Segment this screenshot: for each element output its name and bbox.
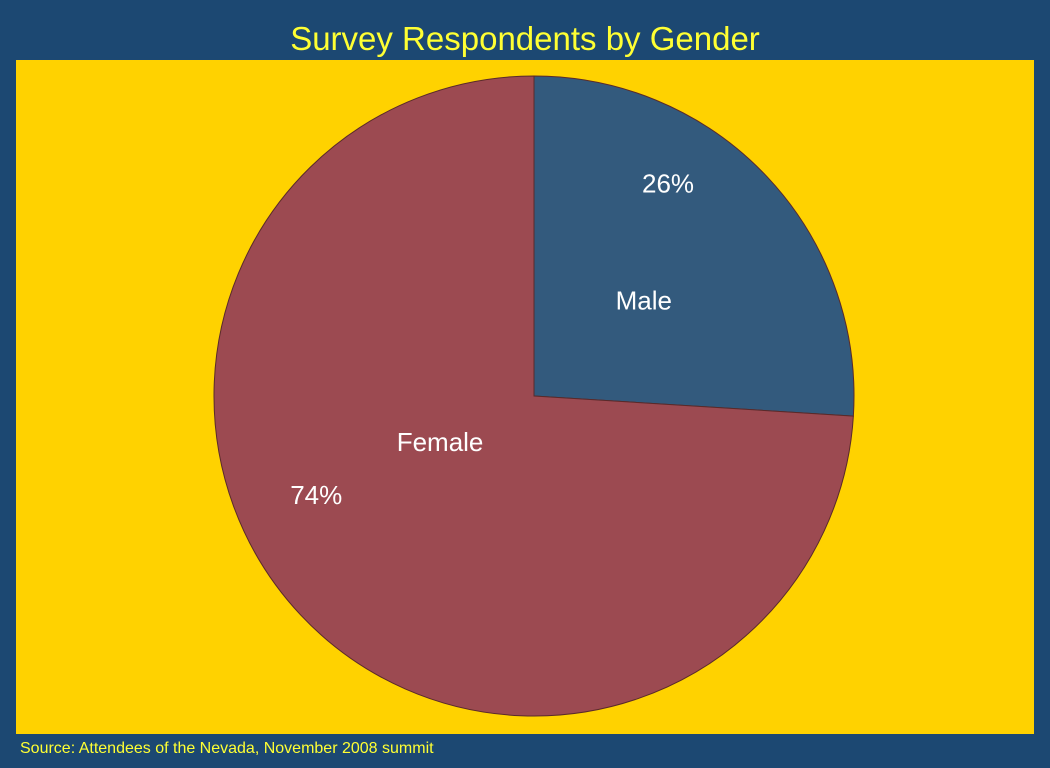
chart-title: Survey Respondents by Gender — [290, 20, 760, 57]
slice-percent-male: 26% — [642, 168, 694, 198]
pie-chart: Male 26% Female 74% — [213, 75, 855, 717]
pie-slice-male — [533, 75, 855, 417]
slice-percent-female: 74% — [290, 480, 342, 510]
slice-label-male: Male — [616, 286, 672, 316]
slice-label-female: Female — [397, 427, 484, 457]
pie-slice-female — [213, 75, 854, 717]
source-note: Source: Attendees of the Nevada, Novembe… — [20, 740, 434, 757]
plot-area: Male 26% Female 74% — [16, 60, 1034, 734]
